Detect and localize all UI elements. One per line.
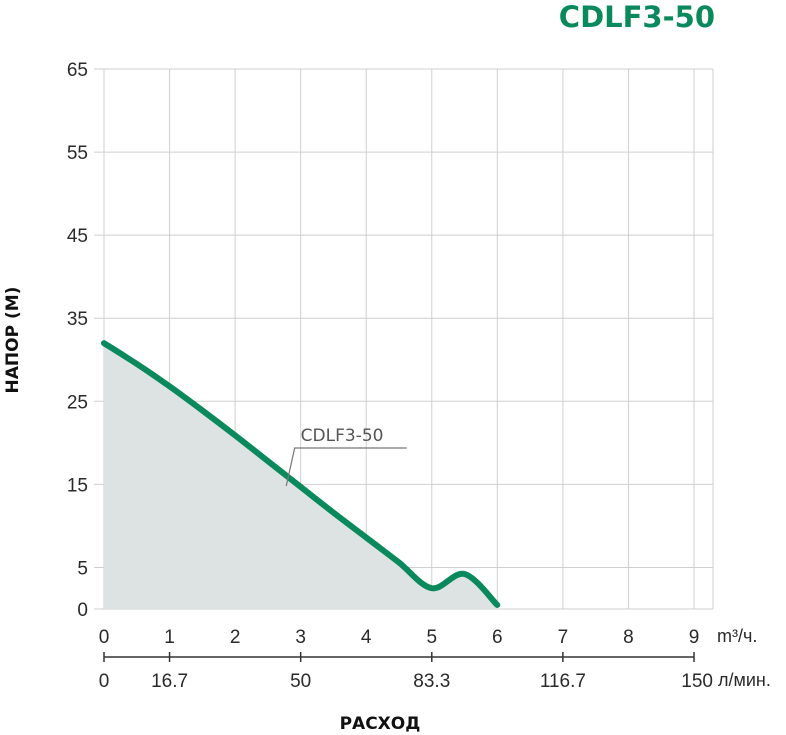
performance-curve bbox=[101, 340, 501, 608]
secondary-x-tick-label: 83.3 bbox=[413, 671, 450, 692]
secondary-x-tick-label: 50 bbox=[290, 671, 311, 692]
secondary-x-tick-label: 0 bbox=[99, 671, 110, 692]
performance-area-fill bbox=[104, 343, 498, 609]
chart-title: CDLF3-50 bbox=[559, 0, 715, 34]
y-tick-label: 5 bbox=[77, 558, 88, 579]
x-axis-ticks: 0 1 2 3 4 5 6 7 8 9 bbox=[99, 627, 700, 648]
series-label: CDLF3-50 bbox=[301, 426, 384, 446]
x-tick-label: 4 bbox=[361, 627, 372, 648]
x-tick-label: 6 bbox=[492, 627, 503, 648]
x-tick-label: 0 bbox=[99, 627, 110, 648]
y-tick-label: 25 bbox=[67, 392, 88, 413]
y-tick-label: 45 bbox=[67, 226, 88, 247]
secondary-x-tick-label: 116.7 bbox=[540, 671, 586, 692]
secondary-x-axis-unit: л/мин. bbox=[718, 670, 771, 690]
y-tick-label: 55 bbox=[67, 143, 88, 164]
y-axis-title: НАПОР (М) bbox=[3, 287, 23, 394]
x-axis-unit: m³/ч. bbox=[717, 626, 757, 646]
y-tick-label: 0 bbox=[77, 600, 88, 621]
x-tick-label: 8 bbox=[623, 627, 634, 648]
x-tick-label: 7 bbox=[558, 627, 569, 648]
x-tick-label: 2 bbox=[230, 627, 241, 648]
series-label-leader bbox=[285, 447, 407, 487]
secondary-x-tick-label: 150 bbox=[681, 671, 713, 692]
x-tick-label: 1 bbox=[164, 627, 175, 648]
x-axis-title: РАСХОД bbox=[340, 714, 421, 734]
secondary-x-tick-label: 16.7 bbox=[151, 671, 188, 692]
y-tick-label: 15 bbox=[67, 475, 88, 496]
x-tick-label: 9 bbox=[689, 627, 700, 648]
secondary-x-axis-ticks: 0 16.7 50 83.3 116.7 150 bbox=[99, 652, 713, 692]
y-tick-label: 65 bbox=[67, 60, 88, 81]
y-axis-ticks: 0 5 15 25 35 45 55 65 bbox=[67, 60, 88, 621]
x-tick-label: 5 bbox=[426, 627, 437, 648]
x-tick-label: 3 bbox=[295, 627, 306, 648]
y-tick-label: 35 bbox=[67, 309, 88, 330]
